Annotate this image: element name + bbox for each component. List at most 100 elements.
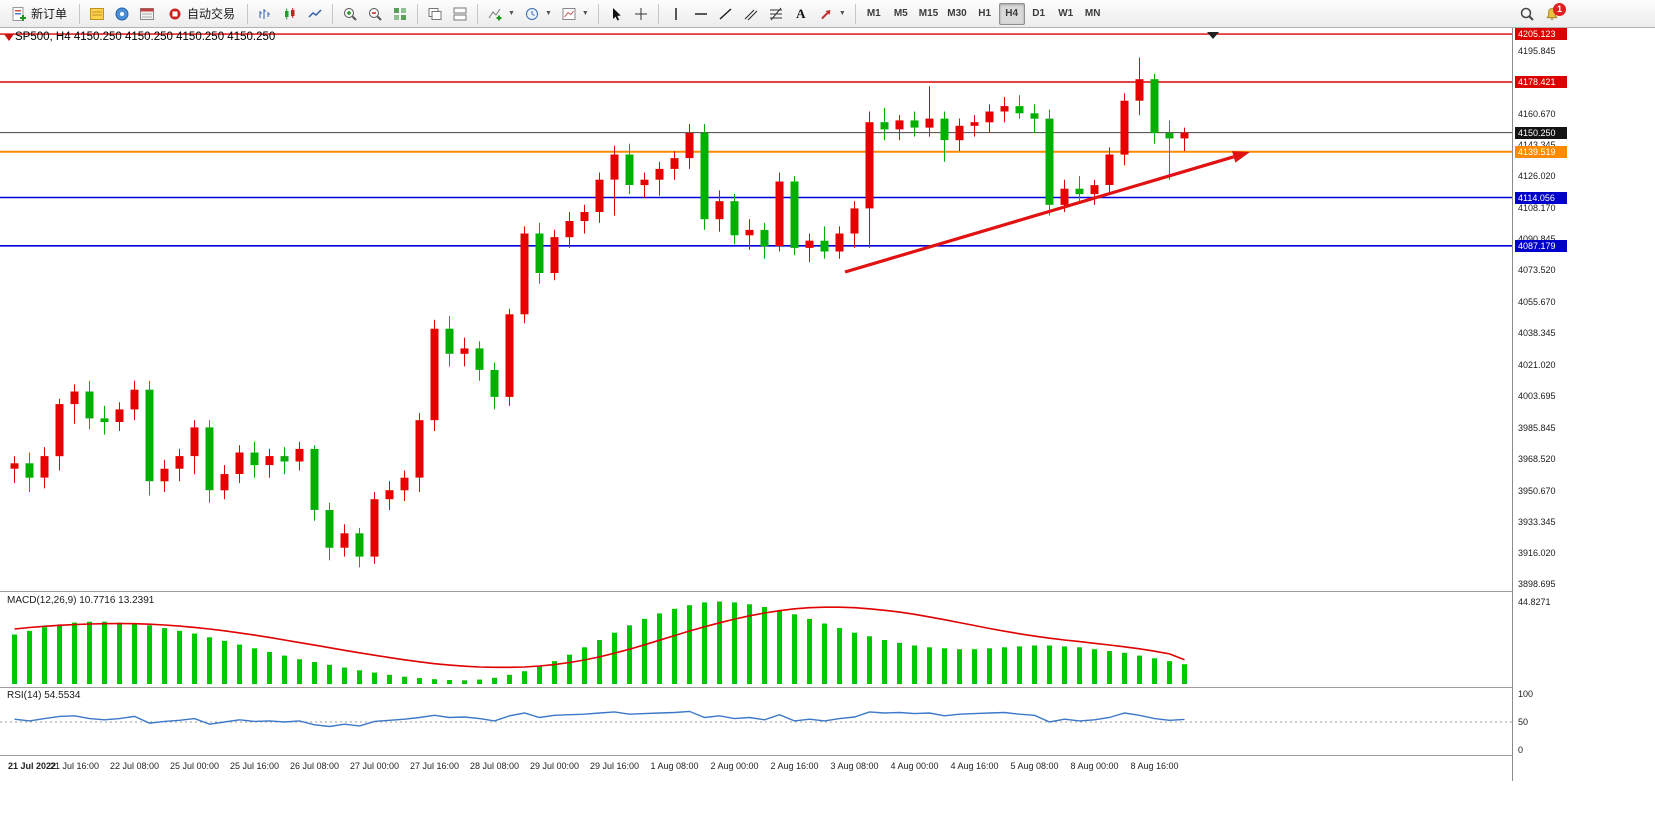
macd-histogram-bar <box>612 632 617 684</box>
bar-chart-type-button[interactable] <box>253 3 277 25</box>
navigator-button[interactable] <box>110 3 134 25</box>
cursor-tool-button[interactable] <box>604 3 628 25</box>
timeframe-M5[interactable]: M5 <box>893 8 908 19</box>
candle <box>235 452 244 474</box>
rsi-axis-tick: 0 <box>1518 745 1524 755</box>
market-watch-button[interactable] <box>85 3 109 25</box>
time-label: 21 Jul 16:00 <box>49 761 100 771</box>
templates-button[interactable]: ▼ <box>557 3 593 25</box>
macd-histogram-bar <box>267 651 272 684</box>
zoom-out-button[interactable] <box>363 3 387 25</box>
fibonacci-tool-button[interactable] <box>764 3 788 25</box>
candle <box>565 221 574 238</box>
cascade-windows-button[interactable] <box>423 3 447 25</box>
channel-tool-button[interactable] <box>739 3 763 25</box>
macd-histogram-bar <box>777 610 782 684</box>
candle <box>745 229 754 236</box>
timeframe-MN[interactable]: MN <box>1084 8 1101 19</box>
macd-histogram-bar <box>687 605 692 684</box>
macd-histogram-bar <box>642 618 647 684</box>
zoom-in-button[interactable] <box>338 3 362 25</box>
candle <box>895 120 904 130</box>
macd-histogram-bar <box>582 647 587 684</box>
time-label: 8 Aug 16:00 <box>1130 761 1179 771</box>
one-click-trading-toggle[interactable] <box>4 34 14 41</box>
timeframe-W1[interactable]: W1 <box>1058 8 1074 19</box>
timeframe-H1[interactable]: H1 <box>978 8 992 19</box>
timeframe-M30[interactable]: M30 <box>947 8 967 19</box>
macd-histogram-bar <box>237 644 242 684</box>
panel-divider[interactable] <box>0 591 1655 592</box>
candle <box>790 181 799 248</box>
price-badge: 4205.123 <box>1515 28 1567 40</box>
candle <box>190 427 199 457</box>
time-axis[interactable]: 21 Jul 2022 21 Jul 16:00 22 Jul 08:00 25 Ju… <box>0 756 1512 781</box>
text-tool-button[interactable]: A <box>789 3 813 25</box>
search-icon <box>1520 7 1534 21</box>
time-label: 21 Jul 2022 <box>8 761 57 771</box>
panel-divider[interactable] <box>0 687 1655 688</box>
price-chart[interactable] <box>0 28 1512 592</box>
price-tick: 4126.020 <box>1518 171 1556 181</box>
arrows-tool-button[interactable]: ▼ <box>814 3 850 25</box>
trendline-tool-button[interactable] <box>714 3 738 25</box>
macd-histogram-bar <box>972 649 977 684</box>
timeframe-M1[interactable]: M1 <box>866 8 881 19</box>
notifications-button[interactable]: 1 <box>1540 2 1566 25</box>
macd-histogram-bar <box>282 655 287 684</box>
candle <box>310 448 319 510</box>
trend-arrow[interactable] <box>844 151 1250 274</box>
arrange-windows-button[interactable] <box>448 3 472 25</box>
periods-button[interactable]: ▼ <box>520 3 556 25</box>
macd-chart[interactable] <box>0 592 1512 688</box>
rsi-chart[interactable] <box>0 688 1512 756</box>
macd-histogram-bar <box>1047 645 1052 684</box>
vertical-line-tool-button[interactable] <box>664 3 688 25</box>
price-tick: 4160.670 <box>1518 109 1556 119</box>
price-tick: 4073.520 <box>1518 265 1556 275</box>
terminal-button[interactable] <box>135 3 159 25</box>
timeframe-D1[interactable]: D1 <box>1032 8 1046 19</box>
macd-histogram-bar <box>117 622 122 684</box>
horizontal-line-tool-button[interactable] <box>689 3 713 25</box>
macd-histogram-bar <box>1062 646 1067 684</box>
candlestick-type-button[interactable] <box>278 3 302 25</box>
price-badge: 4178.421 <box>1515 76 1567 88</box>
auto-trading-button[interactable]: 自动交易 <box>160 3 242 25</box>
candle <box>1075 188 1084 195</box>
macd-histogram-bar <box>732 602 737 684</box>
new-order-button[interactable]: 新订单 <box>4 3 74 25</box>
tile-windows-button[interactable] <box>388 3 412 25</box>
price-badge: 4139.519 <box>1515 146 1567 158</box>
market-watch-icon <box>90 7 105 20</box>
crosshair-tool-button[interactable] <box>629 3 653 25</box>
macd-histogram-bar <box>597 640 602 684</box>
candle <box>325 510 334 548</box>
candle <box>850 208 859 234</box>
candle <box>415 420 424 478</box>
macd-histogram-bar <box>1002 647 1007 684</box>
macd-histogram-bar <box>27 630 32 684</box>
timeframe-H4[interactable]: H4 <box>998 2 1025 25</box>
candle <box>700 133 709 220</box>
candle <box>940 118 949 141</box>
candle <box>595 179 604 212</box>
candle <box>40 456 49 478</box>
horizontal-level-lines[interactable] <box>0 33 1512 247</box>
toolbar-separator <box>854 3 856 24</box>
macd-histogram-bar <box>537 666 542 684</box>
timeframe-group: M1 M5 M15 M30 H1 H4 D1 W1 MN <box>861 2 1106 25</box>
indicators-button[interactable]: ▼ <box>483 3 519 25</box>
tile-windows-icon <box>394 7 407 20</box>
macd-histogram-bar <box>312 662 317 684</box>
timeframe-M15[interactable]: M15 <box>918 8 939 19</box>
price-tick: 4108.170 <box>1518 203 1556 213</box>
line-chart-type-button[interactable] <box>303 3 327 25</box>
candle <box>445 328 454 354</box>
crosshair-icon <box>634 7 647 20</box>
price-axis[interactable]: 4195.845 4160.670 4143.345 4126.020 4108.170… <box>1512 28 1655 781</box>
chart-shift-marker[interactable] <box>1207 32 1219 39</box>
search-button[interactable] <box>1515 3 1539 25</box>
macd-histogram-bar <box>72 622 77 684</box>
macd-histogram-bar <box>42 627 47 684</box>
